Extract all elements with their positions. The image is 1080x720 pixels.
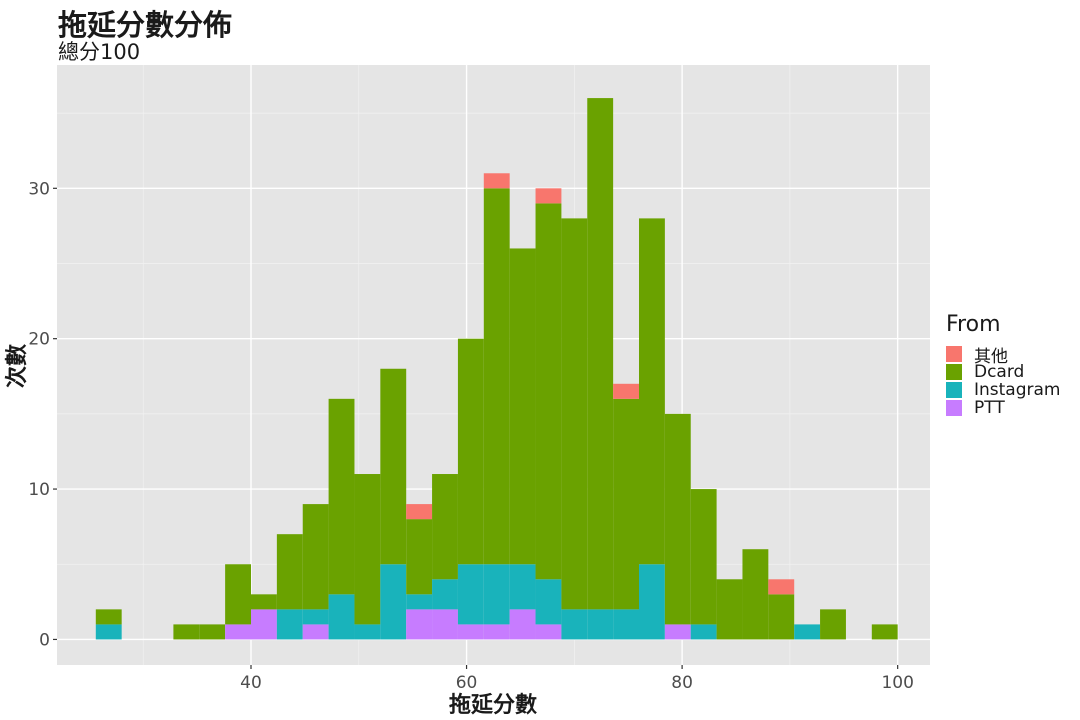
bar: [535, 188, 562, 204]
axes: 40 60 80 100 0 10 20 30: [28, 179, 914, 693]
legend-label: Instagram: [974, 380, 1061, 400]
bar: [432, 579, 458, 610]
bar: [587, 609, 614, 640]
bar: [639, 564, 665, 640]
bar: [794, 624, 821, 640]
bar: [871, 624, 898, 640]
bar: [406, 504, 433, 520]
y-tick-label: 30: [28, 179, 50, 199]
bar: [457, 624, 484, 640]
bar: [354, 474, 381, 625]
legend-item: PTT: [946, 398, 1061, 418]
chart-subtitle: 總分100: [58, 40, 141, 64]
bar: [432, 609, 458, 640]
bar: [613, 383, 639, 399]
bar: [613, 398, 639, 610]
bar: [173, 624, 200, 640]
y-tick-label: 10: [28, 480, 50, 500]
legend-label: PTT: [974, 398, 1005, 418]
bar: [457, 564, 484, 625]
x-tick-label: 100: [881, 673, 913, 693]
bar: [768, 594, 795, 640]
legend: From 其他 Dcard Instagram PTT: [946, 312, 1061, 418]
legend-label: Dcard: [974, 362, 1025, 382]
bar: [432, 474, 458, 580]
bar: [587, 98, 614, 610]
bar: [561, 609, 588, 640]
bar: [328, 398, 355, 595]
bar: [457, 338, 484, 565]
bar: [613, 609, 639, 640]
bar: [509, 609, 536, 640]
bar: [483, 173, 510, 189]
bar: [690, 624, 717, 640]
bar-series: [95, 98, 898, 640]
bar: [276, 609, 303, 640]
legend-items: 其他 Dcard Instagram PTT: [946, 345, 1061, 418]
bar: [225, 564, 251, 625]
legend-label: 其他: [974, 346, 1008, 367]
bar: [820, 609, 846, 640]
bar: [406, 609, 433, 640]
legend-swatch: [946, 400, 962, 416]
bar: [95, 609, 122, 625]
bar: [483, 564, 510, 625]
bar: [509, 564, 536, 610]
bar: [742, 549, 769, 640]
x-tick-label: 40: [240, 673, 262, 693]
bar: [561, 218, 588, 610]
bar: [95, 624, 122, 640]
legend-swatch: [946, 364, 962, 380]
bar: [354, 624, 381, 640]
bar: [380, 564, 407, 640]
bar: [690, 489, 717, 625]
bar: [276, 534, 303, 610]
bar: [535, 579, 562, 625]
y-axis-label: 次數: [4, 344, 30, 388]
bar: [302, 624, 329, 640]
legend-item: Instagram: [946, 380, 1061, 400]
legend-title: From: [946, 312, 1001, 337]
legend-swatch: [946, 382, 962, 398]
bar: [535, 203, 562, 580]
bar: [509, 248, 536, 565]
legend-item: Dcard: [946, 362, 1061, 382]
bar: [251, 594, 277, 610]
y-tick-label: 20: [28, 330, 50, 350]
bar: [302, 609, 329, 625]
bar: [664, 624, 691, 640]
bar: [535, 624, 562, 640]
bar: [768, 579, 795, 595]
bar: [380, 368, 407, 565]
bar: [716, 579, 743, 640]
legend-swatch: [946, 346, 962, 362]
bar: [664, 413, 691, 625]
legend-item: 其他: [946, 345, 1061, 367]
bar: [639, 218, 665, 565]
bar: [406, 594, 433, 610]
chart-title: 拖延分數分佈: [58, 8, 233, 42]
y-tick-label: 0: [39, 630, 50, 650]
bar: [225, 624, 251, 640]
x-tick-label: 80: [671, 673, 693, 693]
bar: [199, 624, 226, 640]
bar: [406, 519, 433, 595]
bar: [328, 594, 355, 640]
x-tick-label: 60: [456, 673, 478, 693]
bar: [302, 504, 329, 610]
x-axis-label: 拖延分數: [449, 692, 537, 718]
bar: [251, 609, 277, 640]
bar: [483, 624, 510, 640]
bar: [483, 188, 510, 565]
